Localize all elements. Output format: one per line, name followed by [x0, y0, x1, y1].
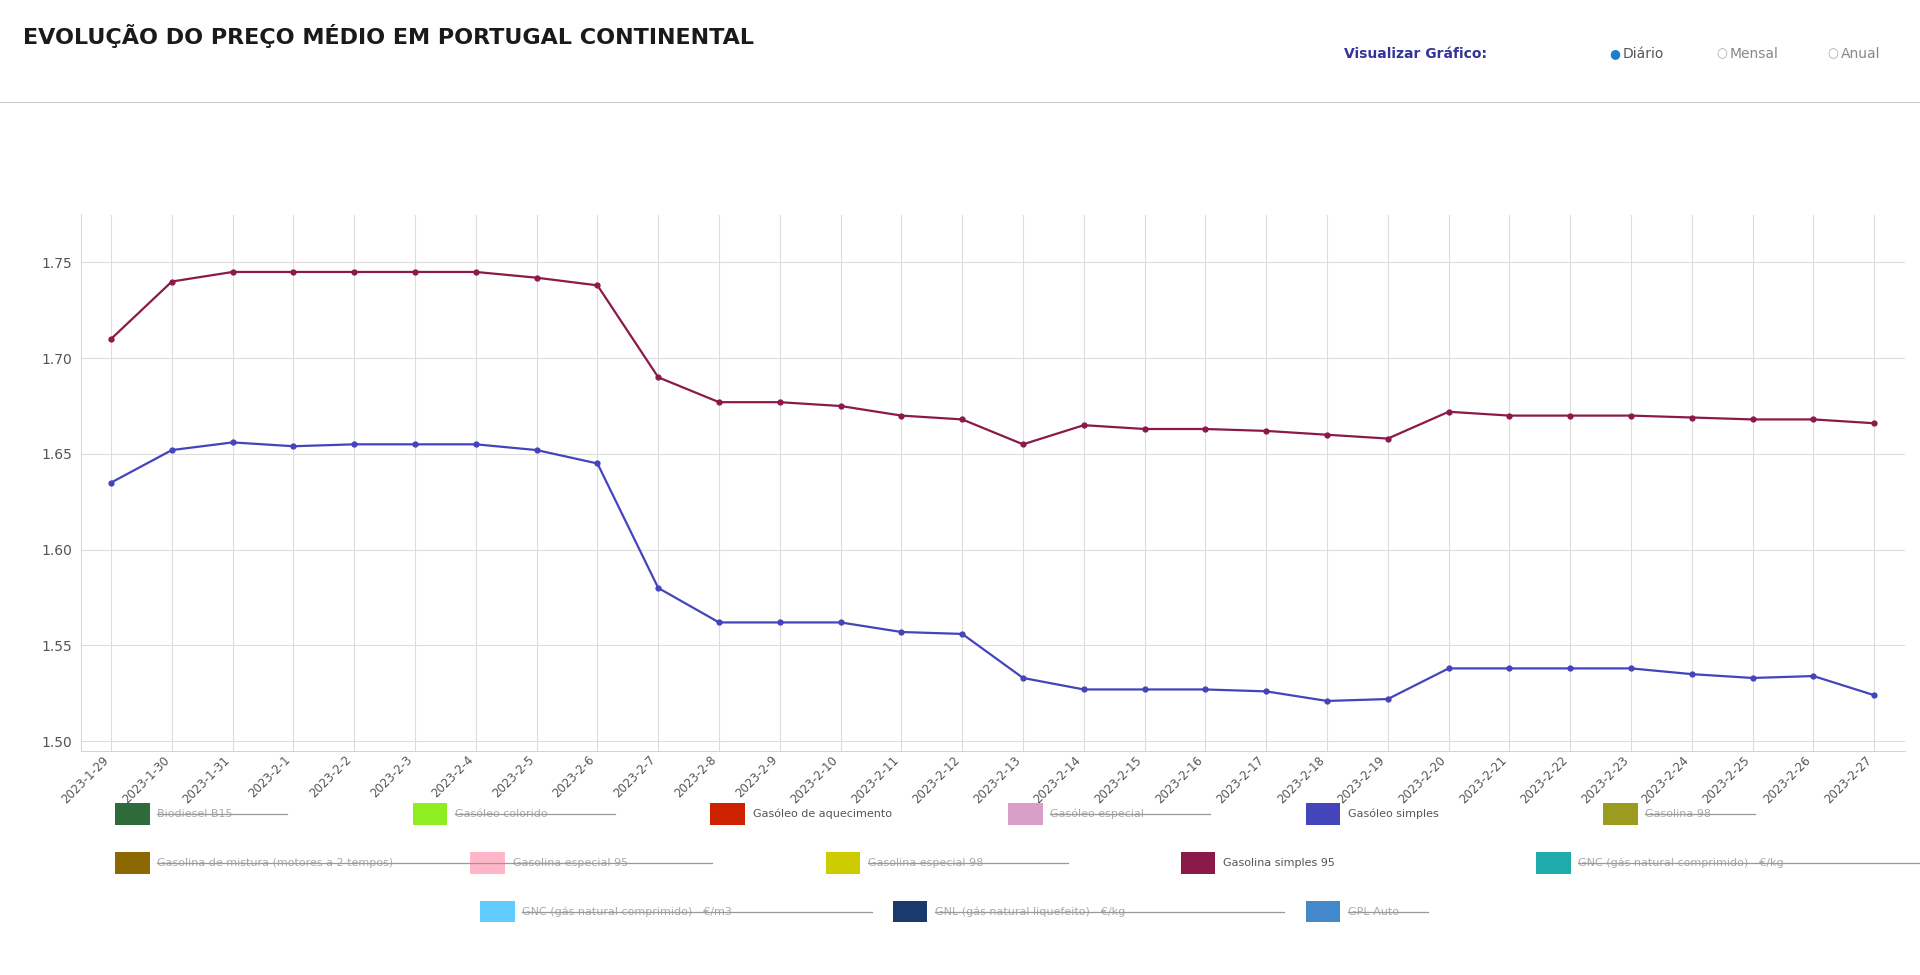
- Text: Diário: Diário: [1622, 47, 1665, 60]
- Text: Gasolina de mistura (motores a 2 tempos): Gasolina de mistura (motores a 2 tempos): [157, 858, 394, 868]
- Text: GNC (gás natural comprimido) - €/m3: GNC (gás natural comprimido) - €/m3: [522, 907, 732, 916]
- Text: GNL (gás natural liquefeito) - €/kg: GNL (gás natural liquefeito) - €/kg: [935, 907, 1125, 916]
- Text: Visualizar Gráfico:: Visualizar Gráfico:: [1344, 47, 1486, 60]
- Text: GNC (gás natural comprimido) - €/kg: GNC (gás natural comprimido) - €/kg: [1578, 858, 1784, 868]
- Text: Biodiesel B15: Biodiesel B15: [157, 809, 232, 819]
- Text: Gasolina 98: Gasolina 98: [1645, 809, 1711, 819]
- Text: Anual: Anual: [1841, 47, 1882, 60]
- Text: Gasolina simples 95: Gasolina simples 95: [1223, 858, 1334, 868]
- Text: Gasolina especial 95: Gasolina especial 95: [513, 858, 628, 868]
- Text: Gasóleo simples: Gasóleo simples: [1348, 809, 1438, 819]
- Text: Mensal: Mensal: [1730, 47, 1778, 60]
- Text: ○: ○: [1828, 47, 1839, 60]
- Text: Gasóleo de aquecimento: Gasóleo de aquecimento: [753, 809, 891, 819]
- Text: GPL Auto: GPL Auto: [1348, 907, 1400, 916]
- Text: EVOLUÇÃO DO PREÇO MÉDIO EM PORTUGAL CONTINENTAL: EVOLUÇÃO DO PREÇO MÉDIO EM PORTUGAL CONT…: [23, 24, 755, 49]
- Text: ●: ●: [1609, 47, 1620, 60]
- Text: Gasóleo colorido: Gasóleo colorido: [455, 809, 547, 819]
- Text: ○: ○: [1716, 47, 1728, 60]
- Text: Gasolina especial 98: Gasolina especial 98: [868, 858, 983, 868]
- Text: Gasóleo especial: Gasóleo especial: [1050, 809, 1144, 819]
